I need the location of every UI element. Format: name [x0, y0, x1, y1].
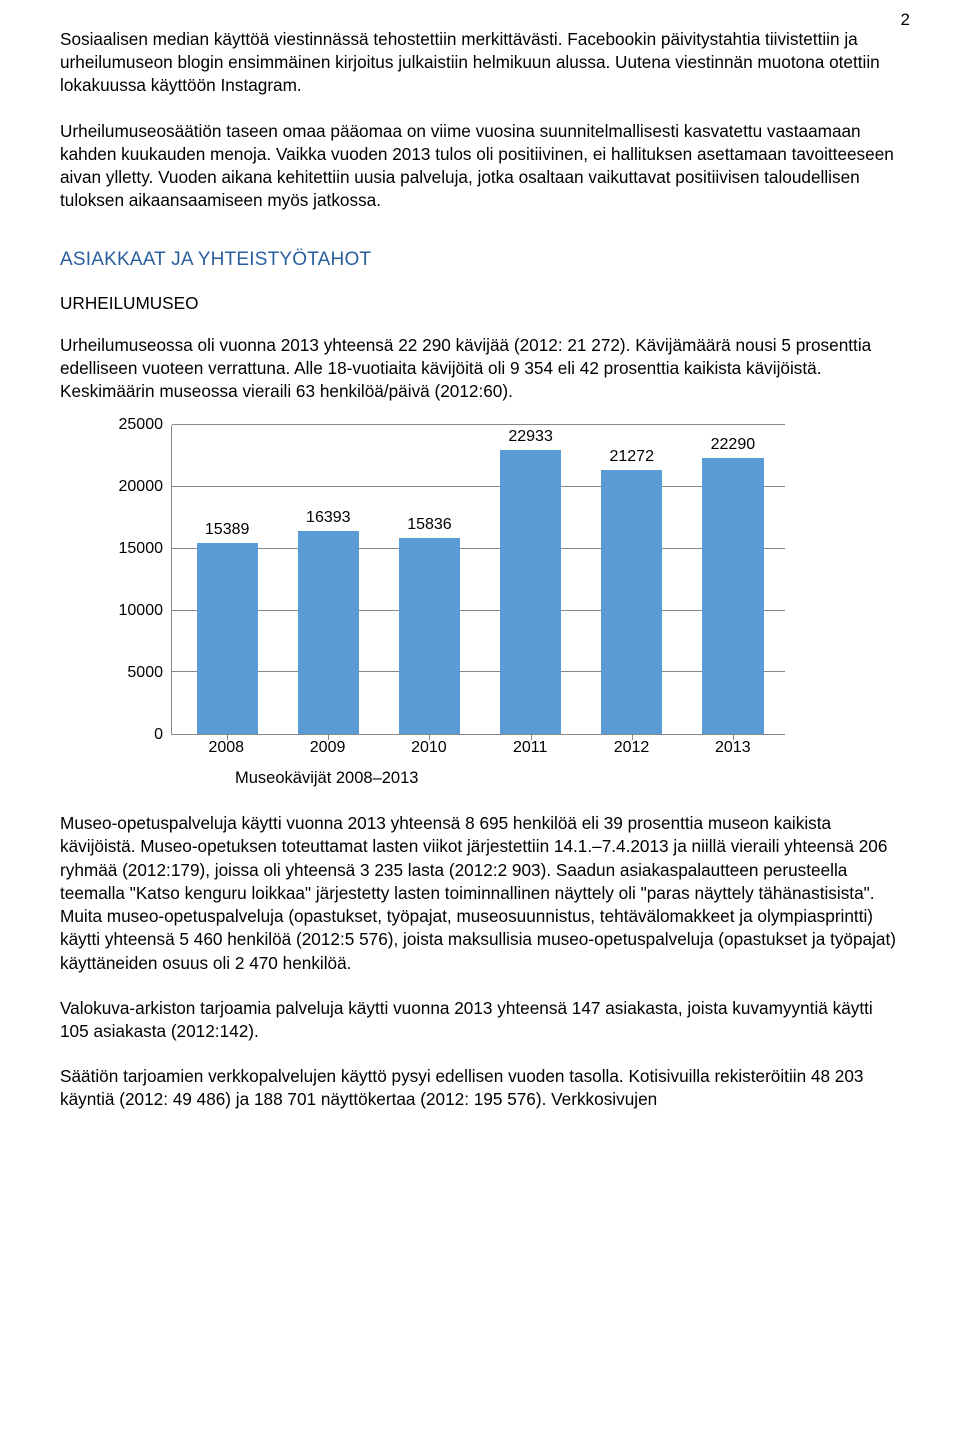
y-axis: 2500020000150001000050000	[105, 425, 171, 735]
x-tick-label: 2008	[208, 739, 244, 757]
bar-value-label: 21272	[609, 448, 654, 466]
bar-column: 15836	[399, 516, 460, 734]
bar-value-label: 15389	[205, 521, 250, 539]
chart-caption: Museokävijät 2008–2013	[235, 769, 785, 788]
bar-column: 21272	[601, 448, 662, 734]
bar-column: 22290	[702, 436, 763, 734]
paragraph: Säätiön tarjoamien verkkopalvelujen käyt…	[60, 1065, 900, 1111]
bar	[298, 531, 359, 734]
x-tick-label: 2013	[715, 739, 751, 757]
bar-column: 22933	[500, 428, 561, 734]
x-tick-label: 2011	[513, 739, 547, 757]
bar-column: 16393	[298, 509, 359, 734]
bar-column: 15389	[197, 521, 258, 734]
bar	[500, 450, 561, 734]
gridline	[172, 424, 785, 425]
bar-value-label: 15836	[407, 516, 452, 534]
paragraph: Urheilumuseosäätiön taseen omaa pääomaa …	[60, 120, 900, 213]
bar-chart: 2500020000150001000050000 15389 16393 1583…	[105, 425, 785, 788]
bar	[197, 543, 258, 734]
gridline	[172, 610, 785, 611]
subsection-heading: URHEILUMUSEO	[60, 293, 900, 314]
x-tick-label: 2012	[614, 739, 650, 757]
bar	[702, 458, 763, 734]
x-tick-label: 2009	[310, 739, 346, 757]
gridline	[172, 671, 785, 672]
section-heading: ASIAKKAAT JA YHTEISTYÖTAHOT	[60, 249, 900, 271]
page-number: 2	[901, 10, 910, 30]
chart-plot-area: 2500020000150001000050000 15389 16393 1583…	[105, 425, 785, 735]
paragraph: Urheilumuseossa oli vuonna 2013 yhteensä…	[60, 334, 900, 404]
gridline	[172, 548, 785, 549]
paragraph: Museo-opetuspalveluja käytti vuonna 2013…	[60, 812, 900, 975]
bar	[601, 470, 662, 734]
x-tick-label: 2010	[411, 739, 447, 757]
document-page: 2 Sosiaalisen median käyttöä viestinnäss…	[0, 0, 960, 1140]
gridline	[172, 486, 785, 487]
paragraph: Valokuva-arkiston tarjoamia palveluja kä…	[60, 997, 900, 1043]
chart-bars-area: 15389 16393 15836 22933 21272 22290	[171, 425, 785, 735]
paragraph: Sosiaalisen median käyttöä viestinnässä …	[60, 28, 900, 98]
bar-value-label: 22290	[711, 436, 756, 454]
bar-value-label: 22933	[508, 428, 553, 446]
bar	[399, 538, 460, 734]
x-axis: 2008 2009 2010 2011 2012 2013	[171, 735, 785, 761]
bar-value-label: 16393	[306, 509, 351, 527]
